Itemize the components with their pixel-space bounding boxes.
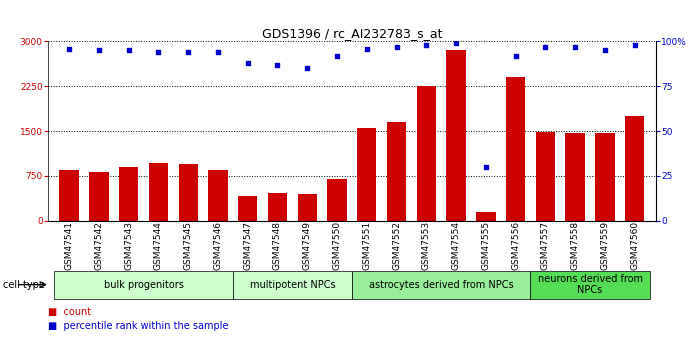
Bar xyxy=(59,170,79,221)
Point xyxy=(510,53,521,59)
Text: GSM47549: GSM47549 xyxy=(303,221,312,270)
Point xyxy=(331,53,342,59)
Text: bulk progenitors: bulk progenitors xyxy=(104,280,184,289)
Text: GSM47559: GSM47559 xyxy=(600,221,609,270)
Bar xyxy=(506,77,525,221)
Text: GSM47560: GSM47560 xyxy=(630,221,639,270)
Text: GSM47541: GSM47541 xyxy=(65,221,74,270)
Text: GSM47548: GSM47548 xyxy=(273,221,282,270)
Text: ■  percentile rank within the sample: ■ percentile rank within the sample xyxy=(48,321,229,331)
Text: cell type: cell type xyxy=(3,280,46,289)
Bar xyxy=(566,133,585,221)
Point xyxy=(600,48,611,53)
Text: GSM47557: GSM47557 xyxy=(541,221,550,270)
Bar xyxy=(595,133,615,221)
Bar xyxy=(357,128,377,221)
Text: GSM47544: GSM47544 xyxy=(154,221,163,270)
Point xyxy=(153,49,164,55)
Bar xyxy=(89,172,108,221)
Point xyxy=(123,48,134,53)
Text: GSM47542: GSM47542 xyxy=(95,221,103,270)
Text: GSM47547: GSM47547 xyxy=(243,221,253,270)
Text: multipotent NPCs: multipotent NPCs xyxy=(250,280,335,289)
Text: GSM47550: GSM47550 xyxy=(333,221,342,270)
Bar xyxy=(535,132,555,221)
Bar xyxy=(55,270,233,298)
Point xyxy=(63,46,75,51)
Text: GSM47546: GSM47546 xyxy=(213,221,222,270)
Bar xyxy=(238,196,257,221)
Point xyxy=(451,40,462,46)
Bar xyxy=(297,194,317,221)
Point xyxy=(421,42,432,48)
Point xyxy=(213,49,224,55)
Bar xyxy=(327,179,346,221)
Text: astrocytes derived from NPCs: astrocytes derived from NPCs xyxy=(369,280,513,289)
Bar xyxy=(208,170,228,221)
Title: GDS1396 / rc_AI232783_s_at: GDS1396 / rc_AI232783_s_at xyxy=(262,27,442,40)
Point xyxy=(570,44,581,50)
Bar xyxy=(179,164,198,221)
Point xyxy=(93,48,104,53)
Text: GSM47555: GSM47555 xyxy=(482,221,491,270)
Bar xyxy=(417,86,436,221)
Text: neurons derived from
NPCs: neurons derived from NPCs xyxy=(538,274,642,295)
Bar xyxy=(387,122,406,221)
Point xyxy=(480,164,491,170)
Point xyxy=(302,66,313,71)
Bar xyxy=(625,116,644,221)
Text: GSM47558: GSM47558 xyxy=(571,221,580,270)
Text: GSM47551: GSM47551 xyxy=(362,221,371,270)
Point xyxy=(391,44,402,50)
Text: GSM47545: GSM47545 xyxy=(184,221,193,270)
Bar xyxy=(446,50,466,221)
Text: GSM47556: GSM47556 xyxy=(511,221,520,270)
Bar xyxy=(233,270,352,298)
Bar xyxy=(268,193,287,221)
Point xyxy=(272,62,283,68)
Point xyxy=(242,60,253,66)
Bar xyxy=(476,213,495,221)
Bar xyxy=(149,164,168,221)
Point xyxy=(540,44,551,50)
Text: GSM47552: GSM47552 xyxy=(392,221,401,270)
Text: GSM47553: GSM47553 xyxy=(422,221,431,270)
Bar xyxy=(352,270,531,298)
Text: ■  count: ■ count xyxy=(48,307,91,317)
Bar xyxy=(531,270,649,298)
Text: GSM47543: GSM47543 xyxy=(124,221,133,270)
Point xyxy=(362,46,373,51)
Point xyxy=(183,49,194,55)
Point xyxy=(629,42,640,48)
Text: GSM47554: GSM47554 xyxy=(451,221,461,270)
Bar xyxy=(119,167,138,221)
